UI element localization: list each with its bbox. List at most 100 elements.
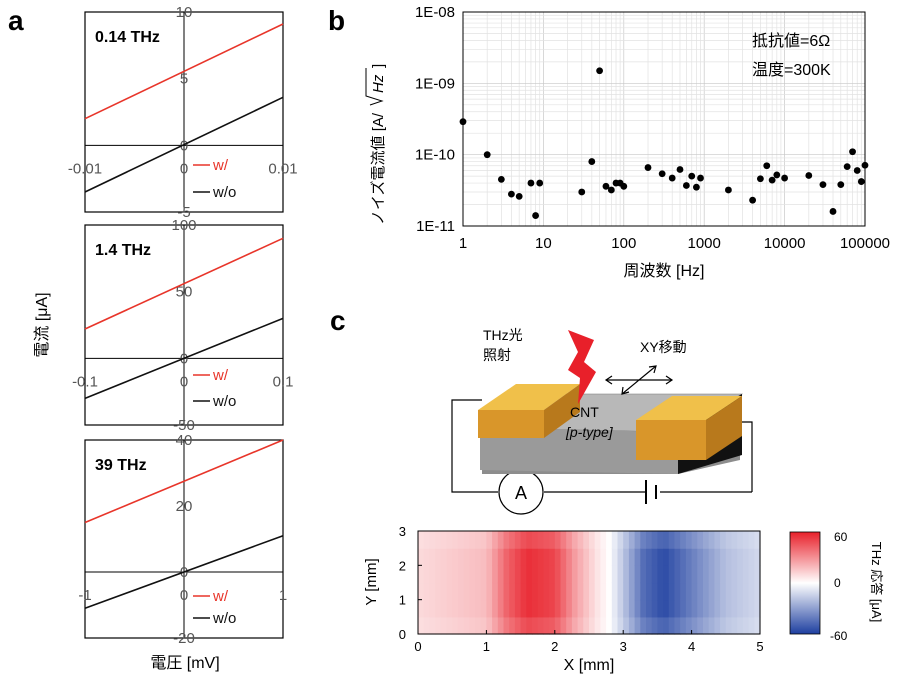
heatmap-cell: [628, 548, 636, 566]
heatmap-cell: [680, 599, 687, 618]
heatmap-cell: [634, 548, 641, 566]
heatmap-cell: [577, 565, 584, 584]
heatmap-cell: [446, 582, 453, 601]
heatmap-cell: [754, 599, 761, 618]
heatmap-cell: [657, 565, 664, 584]
c-xlabel: X [mm]: [564, 657, 615, 674]
heatmap-cell: [560, 531, 567, 549]
heatmap-cell: [526, 582, 533, 601]
y-tick-label: 50: [176, 284, 193, 301]
heatmap-cell: [480, 531, 487, 549]
cnt-label: CNT: [570, 404, 599, 420]
heatmap-cell: [497, 599, 505, 618]
heatmap-cell: [423, 616, 430, 635]
plot-title: 39 THz: [95, 457, 147, 474]
data-point: [483, 151, 491, 159]
thz-response-heatmap: 0 1 2 3 4 5 3 2 1 0: [399, 524, 764, 654]
heatmap-cell: [418, 531, 425, 549]
heatmap-cell: [589, 531, 596, 549]
heatmap-cell: [440, 599, 448, 618]
heatmap-cell: [668, 531, 676, 549]
colorbar-tick-max: 60: [834, 530, 848, 544]
heatmap-cell: [725, 582, 733, 601]
heatmap-cell: [457, 616, 465, 635]
colorbar-tick-min: -60: [830, 629, 848, 643]
heatmap-cell: [469, 582, 476, 601]
data-point: [749, 196, 757, 204]
heatmap-cell: [543, 531, 550, 549]
heatmap-cell: [475, 565, 482, 584]
heatmap-cell: [606, 531, 613, 549]
x-tick-label: 1: [483, 639, 490, 654]
heatmap-cell: [446, 599, 453, 618]
heatmap-cell: [731, 531, 738, 549]
data-point: [849, 148, 856, 156]
heatmap-cell: [509, 565, 516, 584]
data-point: [508, 190, 515, 198]
y-tick-label: 1E-11: [416, 218, 455, 235]
heatmap-cell: [708, 548, 715, 566]
heatmap-cell: [486, 531, 493, 549]
heatmap-cell: [514, 565, 522, 584]
heatmap-cell: [680, 565, 687, 584]
y-tick-label: 1: [399, 593, 406, 608]
heatmap-cell: [623, 616, 630, 635]
heatmap-cell: [435, 616, 442, 635]
heatmap-cell: [714, 582, 721, 601]
data-point: [668, 174, 676, 182]
heatmap-cell: [480, 616, 487, 635]
heatmap-cell: [526, 565, 533, 584]
heatmap-cell: [720, 616, 727, 635]
heatmap-cell: [423, 531, 430, 549]
heatmap-cell: [514, 582, 522, 601]
heatmap-cell: [520, 599, 527, 618]
heatmap-cell: [475, 599, 482, 618]
heatmap-cell: [748, 531, 755, 549]
data-point: [756, 175, 764, 183]
heatmap-cell: [657, 616, 664, 635]
heatmap-cell: [725, 565, 733, 584]
data-point: [497, 176, 505, 183]
y-tick-label: 100: [171, 217, 196, 234]
legend-label-without: w/o: [212, 184, 236, 201]
noise-scatter-plot: 1 10 100 1000 10000 100000 1E-08 1E-09 1E-10 1E-1…: [415, 4, 890, 252]
data-point: [837, 181, 845, 189]
y-tick-label: 20: [176, 498, 193, 515]
x-tick-label: -1: [78, 587, 91, 604]
heatmap-cell: [571, 582, 579, 601]
heatmap-cell: [560, 565, 567, 584]
heatmap-cell: [691, 582, 698, 601]
heatmap-cell: [651, 599, 658, 618]
heatmap-cell: [503, 616, 510, 635]
x-tick-label: 10: [535, 235, 552, 252]
data-point: [773, 171, 781, 179]
colorbar: [789, 531, 821, 635]
x-tick-label: -0.01: [68, 160, 102, 177]
left-electrode-front: [478, 410, 544, 438]
heatmap-cell: [418, 565, 425, 584]
heatmap-cell: [600, 599, 607, 618]
heatmap-cell: [532, 599, 539, 618]
heatmap-cell: [674, 565, 681, 584]
heatmap-cell: [537, 616, 544, 635]
heatmap-cell: [509, 548, 516, 566]
heatmap-cell: [594, 582, 601, 601]
right-electrode-top: [636, 396, 742, 420]
heatmap-cell: [737, 565, 744, 584]
heatmap-cell: [737, 616, 744, 635]
heatmap-cell: [640, 599, 647, 618]
heatmap-cell: [503, 599, 510, 618]
heatmap-cell: [617, 582, 624, 601]
data-point: [843, 163, 851, 171]
series-line-with: [84, 237, 284, 330]
heatmap-cell: [514, 616, 522, 635]
heatmap-cell: [560, 616, 567, 635]
heatmap-cell: [646, 531, 653, 549]
heatmap-cell: [674, 548, 681, 566]
data-point: [682, 182, 690, 189]
heatmap-cell: [480, 599, 487, 618]
thz-irradiation-label: 照射: [483, 347, 511, 363]
heatmap-cell: [623, 582, 630, 601]
heatmap-cell: [486, 599, 493, 618]
